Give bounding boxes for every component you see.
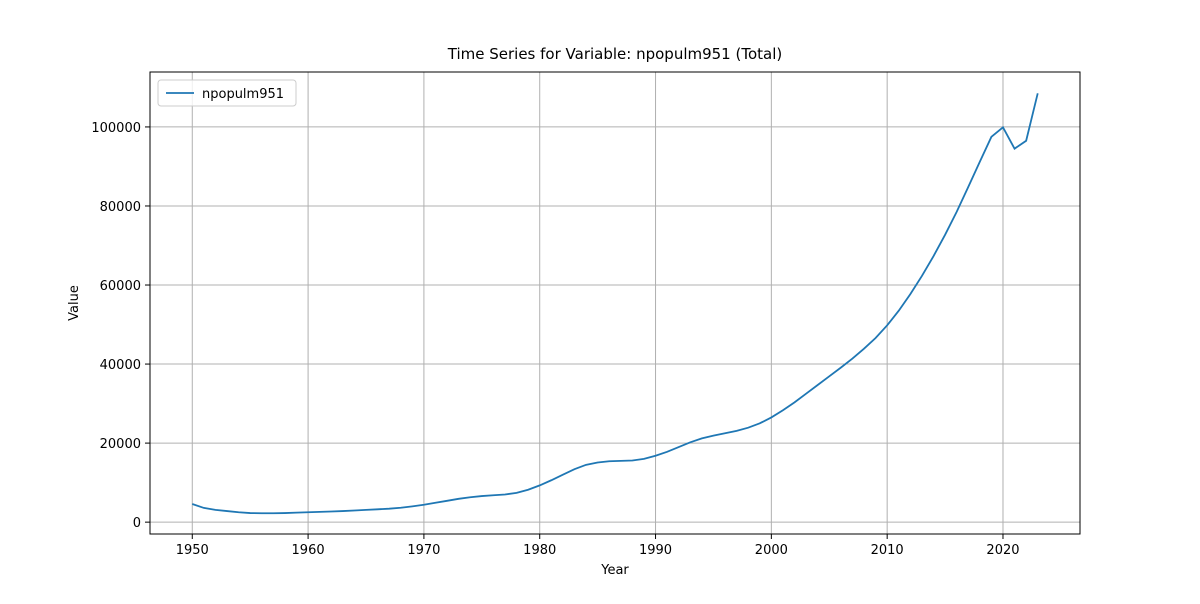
plot-frame [149,71,1081,535]
legend-box [157,79,297,107]
x-tick-label: 1970 [407,543,440,558]
x-tick-label: 1980 [523,543,556,558]
x-tick-label: 2010 [871,543,904,558]
y-tick-label: 100000 [91,121,141,136]
x-tick-label: 1990 [639,543,672,558]
y-axis-label: Value [67,285,82,321]
y-tick-label: 60000 [100,279,141,294]
x-axis-label: Year [600,563,629,578]
x-tick-label: 2020 [986,543,1019,558]
x-tick-label: 2000 [755,543,788,558]
x-tick-label: 1950 [176,543,209,558]
y-tick-label: 80000 [100,200,141,215]
y-tick-label: 40000 [100,358,141,373]
line-series [191,93,1039,515]
y-tick-label: 0 [133,516,141,531]
legend-label: npopulm951 [202,87,284,102]
y-tick-label: 20000 [100,437,141,452]
chart-title: Time Series for Variable: npopulm951 (To… [447,45,782,63]
x-tick-label: 1960 [292,543,325,558]
